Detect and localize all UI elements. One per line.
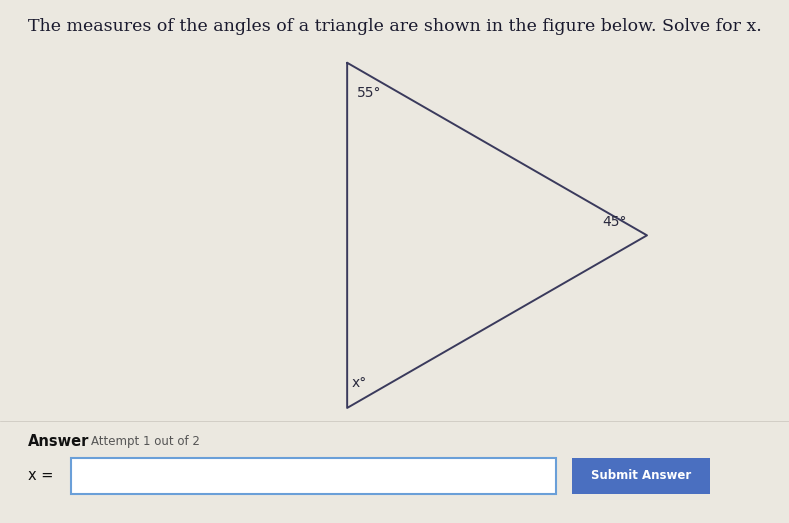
Text: Attempt 1 out of 2: Attempt 1 out of 2 [91, 436, 200, 448]
Text: 45°: 45° [603, 215, 627, 229]
Text: x =: x = [28, 469, 53, 483]
Text: Answer: Answer [28, 435, 89, 449]
Text: 55°: 55° [357, 86, 381, 100]
Text: x°: x° [351, 376, 366, 390]
FancyBboxPatch shape [572, 458, 710, 494]
Text: Submit Answer: Submit Answer [591, 470, 691, 482]
Text: The measures of the angles of a triangle are shown in the figure below. Solve fo: The measures of the angles of a triangle… [28, 18, 761, 36]
FancyBboxPatch shape [71, 458, 556, 494]
